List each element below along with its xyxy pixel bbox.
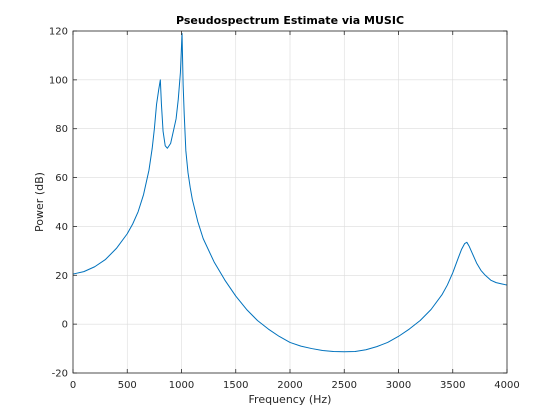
y-tick-label: 40 bbox=[55, 222, 68, 233]
x-tick-label: 3500 bbox=[440, 380, 465, 391]
y-tick-label: 0 bbox=[62, 320, 68, 331]
y-tick-label: -20 bbox=[52, 369, 68, 380]
series-line bbox=[72, 32, 508, 353]
x-tick-label: 0 bbox=[70, 380, 76, 391]
y-tick-label: 80 bbox=[55, 124, 68, 135]
y-tick-label: 100 bbox=[49, 75, 68, 86]
x-tick-label: 2000 bbox=[277, 380, 302, 391]
y-tick-label: 60 bbox=[55, 173, 68, 184]
x-tick-label: 4000 bbox=[494, 380, 519, 391]
x-tick-label: 500 bbox=[118, 380, 137, 391]
x-tick-label: 3000 bbox=[386, 380, 411, 391]
x-tick-label: 2500 bbox=[332, 380, 357, 391]
chart-title: Pseudospectrum Estimate via MUSIC bbox=[176, 14, 404, 27]
x-tick-label: 1500 bbox=[223, 380, 248, 391]
y-axis-label: Power (dB) bbox=[33, 172, 46, 232]
y-tick-label: 120 bbox=[49, 27, 68, 38]
x-tick-label: 1000 bbox=[169, 380, 194, 391]
x-axis-label: Frequency (Hz) bbox=[249, 393, 332, 406]
ticks: 0 500 1000 1500 2000 2500 3000 3500 4000-2002040… bbox=[49, 27, 520, 392]
y-tick-label: 20 bbox=[55, 271, 68, 282]
series-layer bbox=[72, 32, 508, 353]
